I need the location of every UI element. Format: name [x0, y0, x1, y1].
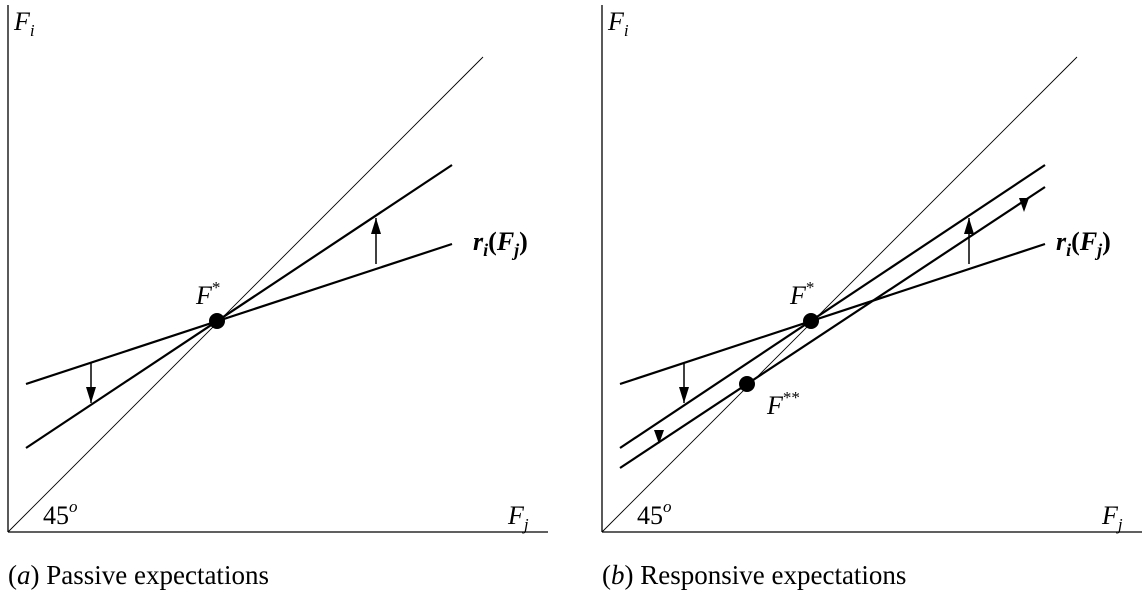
- panel-b-y-axis-label: Fi: [607, 7, 629, 40]
- panel-b-new-equilibrium-label: F**: [766, 388, 800, 420]
- panel-b: Fi Fj 45o F* F** ri(Fj) (b) Responsive e…: [601, 5, 1142, 590]
- panel-b-45-degree-line: [601, 56, 1078, 533]
- panel-b-upper-steep-line: [619, 164, 1046, 449]
- panel-a-equilibrium-point: [209, 313, 225, 329]
- panel-a-y-axis-label: Fi: [13, 7, 35, 40]
- panel-a-caption: (a) Passive expectations: [8, 560, 269, 590]
- panel-a-flat-reaction-line: [25, 242, 453, 386]
- panel-a-angle-label: 45o: [43, 497, 78, 530]
- panel-a-up-arrowhead: [371, 218, 381, 234]
- panel-a: Fi Fj 45o F* ri(Fj) (a) Passive expectat…: [7, 5, 548, 590]
- panel-a-down-arrowhead: [86, 387, 96, 403]
- panel-a-equilibrium-label: F*: [195, 278, 220, 310]
- panel-a-reaction-function-label: ri(Fj): [473, 227, 528, 260]
- panel-b-flat-reaction-line: [619, 242, 1046, 386]
- panel-b-new-equilibrium-point: [739, 376, 755, 392]
- panel-b-equilibrium-label: F*: [789, 278, 814, 310]
- panel-a-steep-reaction-line: [25, 164, 453, 449]
- panel-b-equilibrium-point: [803, 313, 819, 329]
- panel-b-up-arrowhead: [964, 218, 974, 234]
- panel-b-shift-arrowhead-right: [1019, 198, 1029, 212]
- panel-b-reaction-function-label: ri(Fj): [1056, 227, 1111, 260]
- panel-b-angle-label: 45o: [637, 497, 672, 530]
- panel-b-down-arrowhead: [679, 387, 689, 403]
- panel-a-x-axis-label: Fj: [507, 501, 529, 534]
- panel-b-lower-steep-line: [619, 186, 1046, 469]
- panel-a-45-degree-line: [7, 56, 484, 533]
- panel-b-shift-arrowhead-left: [654, 430, 664, 444]
- panel-b-x-axis-label: Fj: [1101, 501, 1123, 534]
- panel-b-caption: (b) Responsive expectations: [602, 560, 906, 590]
